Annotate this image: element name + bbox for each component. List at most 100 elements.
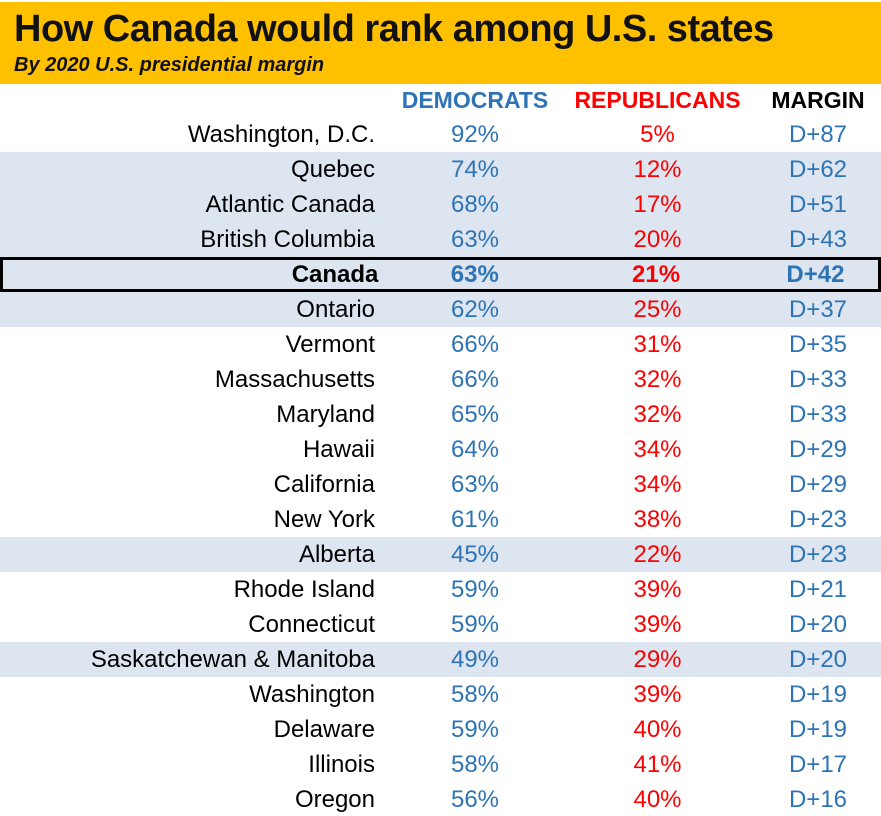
margin-value: D+33 (788, 365, 848, 393)
column-header-democrats: DEMOCRATS (401, 87, 549, 113)
row-name: Vermont (285, 330, 375, 358)
table-row: Washington 58% 39% D+19 (0, 677, 881, 712)
row-name: Canada (291, 260, 379, 288)
table-row: Illinois 58% 41% D+17 (0, 747, 881, 782)
democrats-value: 61% (450, 505, 500, 533)
republicans-value: 34% (633, 435, 682, 463)
republicans-value: 29% (633, 645, 682, 673)
table-row: New York 61% 38% D+23 (0, 502, 881, 537)
margin-value: D+37 (788, 295, 848, 323)
democrats-value: 62% (450, 295, 500, 323)
republicans-value: 32% (633, 400, 682, 428)
margin-value: D+21 (788, 575, 848, 603)
republicans-value: 31% (633, 330, 682, 358)
row-name: Ontario (296, 295, 375, 323)
margin-value: D+17 (788, 750, 848, 778)
democrats-value: 68% (450, 190, 500, 218)
table-row: Saskatchewan & Manitoba 49% 29% D+20 (0, 642, 881, 677)
margin-value: D+35 (788, 330, 848, 358)
margin-value: D+23 (788, 505, 848, 533)
margin-value: D+19 (788, 715, 848, 743)
republicans-value: 20% (633, 225, 682, 253)
democrats-value: 63% (450, 470, 500, 498)
margin-value: D+29 (788, 470, 848, 498)
democrats-value: 58% (450, 680, 500, 708)
margin-value: D+23 (788, 540, 848, 568)
republicans-value: 40% (633, 785, 682, 813)
democrats-value: 49% (450, 645, 500, 673)
margin-value: D+33 (788, 400, 848, 428)
democrats-value: 74% (450, 155, 500, 183)
republicans-value: 22% (633, 540, 682, 568)
margin-value: D+20 (788, 610, 848, 638)
democrats-value: 56% (450, 785, 500, 813)
democrats-value: 59% (450, 610, 500, 638)
row-name: Connecticut (248, 610, 375, 638)
row-name: Massachusetts (214, 365, 375, 393)
republicans-value: 39% (633, 680, 682, 708)
margin-value: D+42 (786, 260, 845, 288)
table-row-canada: Canada 63% 21% D+42 (0, 257, 881, 292)
margin-value: D+19 (788, 680, 848, 708)
democrats-value: 63% (450, 225, 500, 253)
row-name: British Columbia (200, 225, 375, 253)
table-row: Ontario 62% 25% D+37 (0, 292, 881, 327)
republicans-value: 39% (633, 575, 682, 603)
democrats-value: 63% (450, 260, 499, 288)
margin-value: D+62 (788, 155, 848, 183)
democrats-value: 64% (450, 435, 500, 463)
democrats-value: 45% (450, 540, 500, 568)
democrats-value: 59% (450, 715, 500, 743)
table-row: Washington, D.C. 92% 5% D+87 (0, 117, 881, 152)
table-row: Delaware 59% 40% D+19 (0, 712, 881, 747)
republicans-value: 38% (633, 505, 682, 533)
republicans-value: 39% (633, 610, 682, 638)
table-header-row: DEMOCRATS REPUBLICANS MARGIN (0, 84, 881, 117)
table-row: Vermont 66% 31% D+35 (0, 327, 881, 362)
row-name: Oregon (294, 785, 375, 813)
table-body: Washington, D.C. 92% 5% D+87 Quebec 74% 12% D+6… (0, 117, 881, 816)
row-name: Saskatchewan & Manitoba (90, 645, 375, 673)
republicans-value: 12% (633, 155, 682, 183)
row-name: Washington, D.C. (187, 120, 375, 148)
republicans-value: 21% (632, 260, 681, 288)
table-row: Maryland 65% 32% D+33 (0, 397, 881, 432)
page-subtitle: By 2020 U.S. presidential margin (14, 54, 325, 76)
title-banner: How Canada would rank among U.S. states … (0, 2, 881, 84)
row-name: Washington (249, 680, 375, 708)
table-row: Rhode Island 59% 39% D+21 (0, 572, 881, 607)
democrats-value: 59% (450, 575, 500, 603)
table-row: Alberta 45% 22% D+23 (0, 537, 881, 572)
table-row: Massachusetts 66% 32% D+33 (0, 362, 881, 397)
table-row: California 63% 34% D+29 (0, 467, 881, 502)
republicans-value: 41% (633, 750, 682, 778)
column-header-margin: MARGIN (771, 87, 865, 113)
row-name: New York (273, 505, 375, 533)
democrats-value: 58% (450, 750, 500, 778)
margin-value: D+29 (788, 435, 848, 463)
row-name: Hawaii (302, 435, 375, 463)
republicans-value: 34% (633, 470, 682, 498)
row-name: Alberta (298, 540, 375, 568)
republicans-value: 32% (633, 365, 682, 393)
republicans-value: 17% (633, 190, 682, 218)
table-row: Quebec 74% 12% D+62 (0, 152, 881, 187)
democrats-value: 92% (450, 120, 500, 148)
republicans-value: 25% (633, 295, 682, 323)
table-row: Oregon 56% 40% D+16 (0, 782, 881, 816)
margin-value: D+87 (788, 120, 848, 148)
table-row: Hawaii 64% 34% D+29 (0, 432, 881, 467)
democrats-value: 66% (450, 330, 500, 358)
table-row: Connecticut 59% 39% D+20 (0, 607, 881, 642)
row-name: California (273, 470, 375, 498)
row-name: Rhode Island (233, 575, 375, 603)
democrats-value: 65% (450, 400, 500, 428)
column-header-republicans: REPUBLICANS (574, 87, 741, 113)
margin-value: D+51 (788, 190, 848, 218)
margin-value: D+43 (788, 225, 848, 253)
page-title: How Canada would rank among U.S. states (14, 8, 774, 50)
margin-value: D+16 (788, 785, 848, 813)
republicans-value: 40% (633, 715, 682, 743)
margin-value: D+20 (788, 645, 848, 673)
